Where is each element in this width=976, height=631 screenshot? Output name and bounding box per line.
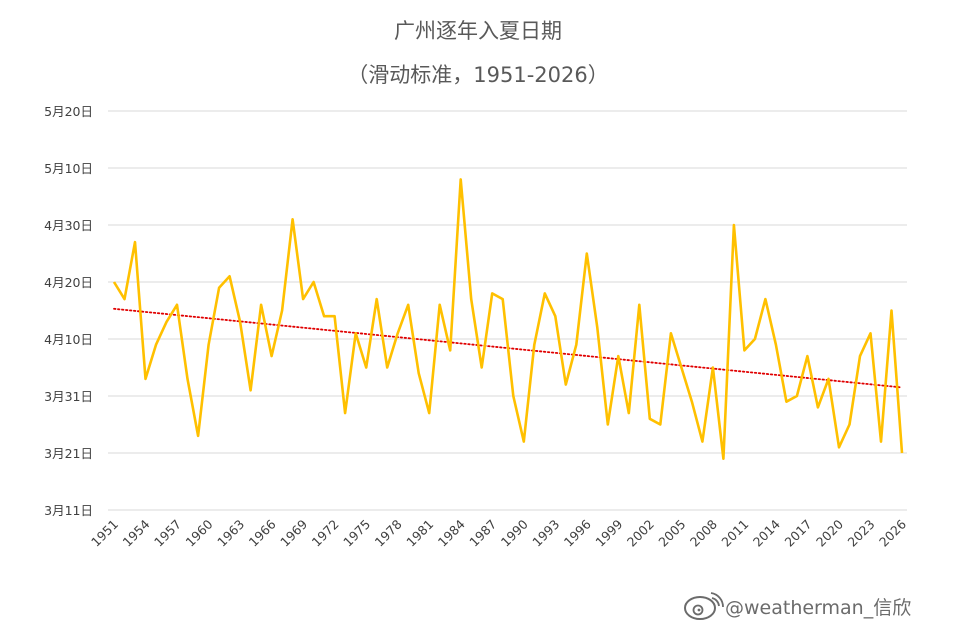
x-tick-label: 2026 [876,516,909,549]
y-tick-label: 5月20日 [44,104,93,119]
watermark: @weatherman_信欣 [684,592,911,620]
x-tick-label: 1990 [498,516,531,549]
x-tick-label: 1981 [403,517,436,550]
x-tick-label: 1999 [592,516,625,549]
gridlines [108,110,907,511]
y-tick-label: 4月30日 [44,218,93,233]
series-line [112,178,904,461]
watermark-text: @weatherman_信欣 [725,597,911,619]
x-tick-label: 1960 [183,516,216,549]
y-tick-label: 3月21日 [44,446,93,461]
x-tick-label: 1987 [466,517,499,550]
x-tick-label: 2008 [687,516,720,549]
x-tick-label: 1966 [246,516,279,549]
x-tick-label: 2005 [655,517,688,550]
y-tick-label: 3月31日 [44,389,93,404]
x-tick-label: 1972 [309,517,342,550]
x-tick-label: 2020 [813,516,846,549]
y-tick-label: 4月20日 [44,275,93,290]
x-tick-label: 1996 [561,516,594,549]
x-tick-label: 1957 [151,517,184,550]
chart-title: 广州逐年入夏日期 [394,19,562,43]
weibo-icon [684,592,724,620]
x-tick-label: 2017 [781,517,814,550]
y-tick-label: 4月10日 [44,332,93,347]
x-tick-label: 2011 [718,517,751,550]
series-layer [112,178,904,461]
x-tick-label: 2023 [844,517,877,550]
x-tick-label: 1978 [372,516,405,549]
x-tick-label: 1963 [214,517,247,550]
x-tick-label: 2014 [750,516,783,549]
y-axis-ticks: 3月11日 3月21日 3月31日 4月10日 4月20日 4月30日 5月10日 5月20日 [44,104,93,518]
chart-subtitle: （滑动标准，1951-2026） [347,63,608,87]
x-tick-label: 1975 [340,517,373,550]
x-tick-label: 1951 [88,517,121,550]
x-tick-label: 1954 [120,516,153,549]
x-tick-label: 2002 [624,517,657,550]
y-tick-label: 5月10日 [44,161,93,176]
y-tick-label: 3月11日 [44,503,93,518]
x-tick-label: 1984 [435,516,468,549]
x-tick-label: 1993 [529,517,562,550]
x-tick-label: 1969 [277,516,310,549]
x-axis-ticks: 1951195419571960196319661969197219751978… [88,516,909,549]
